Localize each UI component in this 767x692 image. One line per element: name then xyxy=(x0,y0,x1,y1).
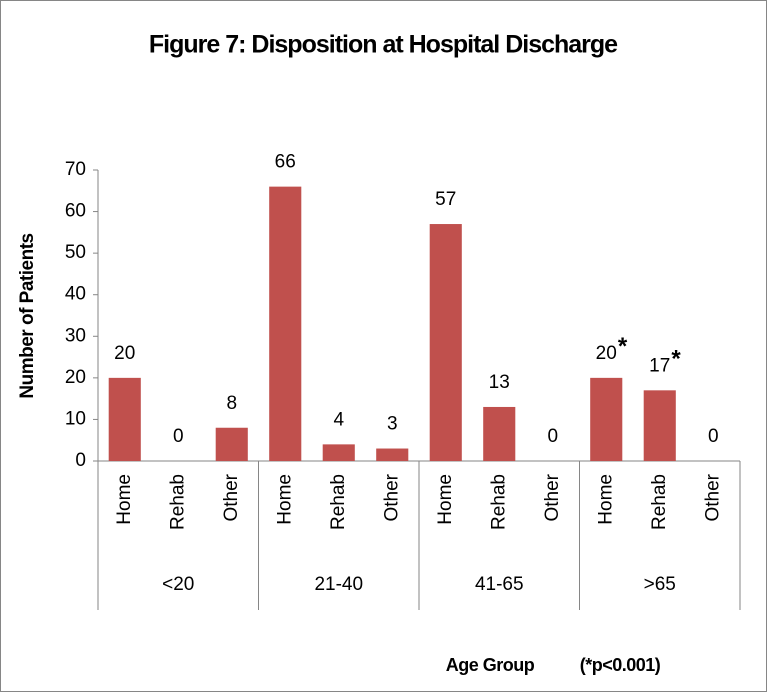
data-label: 17 xyxy=(649,355,670,376)
note: (*p<0.001) xyxy=(580,655,661,675)
x-tick-label: Other xyxy=(542,473,563,521)
data-label: 20 xyxy=(596,343,617,364)
significance-marker: * xyxy=(618,333,628,360)
y-tick-label: 50 xyxy=(65,242,86,263)
y-tick-label: 0 xyxy=(75,450,86,471)
bar xyxy=(269,186,302,461)
bar xyxy=(108,377,141,461)
x-tick-label: Home xyxy=(274,474,295,525)
group-label: 21-40 xyxy=(314,574,363,595)
data-label: 20 xyxy=(114,343,135,364)
data-label: 66 xyxy=(275,152,296,173)
group-label: <20 xyxy=(162,574,194,595)
data-label: 13 xyxy=(489,372,510,393)
bar xyxy=(376,448,409,461)
chart-title: Figure 7: Disposition at Hospital Discha… xyxy=(149,31,618,59)
group-label: >65 xyxy=(644,574,676,595)
x-tick-label: Other xyxy=(221,473,242,521)
bar xyxy=(322,444,355,461)
data-label: 0 xyxy=(708,426,719,447)
x-tick-label: Rehab xyxy=(167,474,188,530)
x-tick-label: Rehab xyxy=(649,474,670,530)
bar xyxy=(590,377,623,461)
bar xyxy=(643,390,676,461)
x-tick-label: Home xyxy=(595,474,616,525)
bar xyxy=(215,427,248,461)
y-tick-label: 40 xyxy=(65,284,86,305)
data-label: 3 xyxy=(387,414,398,435)
data-label: 8 xyxy=(226,393,237,414)
x-tick-label: Rehab xyxy=(328,474,349,530)
group-label: 41-65 xyxy=(475,574,524,595)
data-label: 4 xyxy=(333,409,344,430)
significance-marker: * xyxy=(671,346,681,373)
x-tick-label: Other xyxy=(381,473,402,521)
data-label: 0 xyxy=(547,426,558,447)
y-tick-label: 70 xyxy=(65,159,86,180)
x-tick-label: Home xyxy=(435,474,456,525)
y-tick-label: 10 xyxy=(65,408,86,429)
x-axis-title: Age Group xyxy=(446,655,535,675)
data-label: 57 xyxy=(435,189,456,210)
bar xyxy=(483,406,516,461)
y-tick-label: 20 xyxy=(65,367,86,388)
x-tick-label: Rehab xyxy=(488,474,509,530)
data-label: 0 xyxy=(173,426,184,447)
y-tick-label: 60 xyxy=(65,201,86,222)
x-tick-label: Home xyxy=(114,474,135,525)
x-tick-label: Other xyxy=(702,473,723,521)
y-tick-label: 30 xyxy=(65,325,86,346)
y-axis-title: Number of Patients xyxy=(17,233,38,398)
bar xyxy=(429,224,462,461)
